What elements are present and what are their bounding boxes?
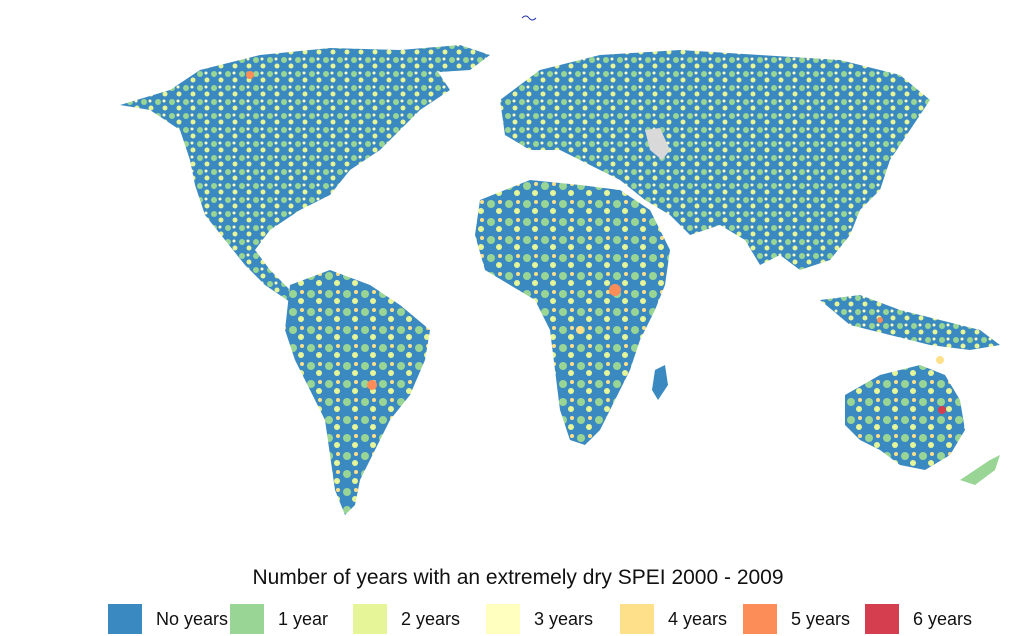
- world-map-svg: [120, 15, 1000, 515]
- legend-item-4-years: 4 years: [620, 604, 743, 634]
- legend-swatch: [620, 604, 654, 634]
- legend-title: Number of years with an extremely dry SP…: [252, 566, 784, 589]
- legend-item-1-year: 1 year: [230, 604, 353, 634]
- legend-swatch: [486, 604, 520, 634]
- map-artifact: [521, 15, 537, 21]
- legend-item-5-years: 5 years: [743, 604, 865, 634]
- legend-swatch: [743, 604, 777, 634]
- north-america: [120, 48, 450, 302]
- hotspot: [938, 406, 946, 414]
- australia: [845, 365, 965, 470]
- hotspot: [936, 356, 944, 364]
- no-data-region: [645, 128, 670, 160]
- hotspot: [609, 284, 621, 296]
- legend-swatch: [865, 604, 899, 634]
- new-zealand: [960, 455, 1000, 485]
- legend-swatch: [353, 604, 387, 634]
- legend-item-no-years: No years: [108, 604, 230, 634]
- southeast-asia-islands: [820, 295, 1000, 350]
- legend-label: 6 years: [913, 608, 973, 629]
- legend-label: 4 years: [668, 608, 728, 629]
- legend-label: 1 year: [278, 608, 329, 629]
- legend-item-2-years: 2 years: [353, 604, 486, 634]
- hotspot: [576, 326, 584, 334]
- eurasia: [500, 50, 930, 270]
- south-america: [285, 270, 430, 515]
- legend-item-6-years: 6 years: [865, 604, 983, 634]
- madagascar: [652, 365, 668, 400]
- legend-item-3-years: 3 years: [486, 604, 620, 634]
- world-map: [120, 15, 1000, 515]
- legend-label: 3 years: [534, 608, 594, 629]
- hotspot: [246, 71, 254, 79]
- africa: [475, 180, 670, 445]
- legend-label: No years: [156, 608, 229, 629]
- legend-swatch: [108, 604, 142, 634]
- hotspot: [367, 380, 377, 390]
- hotspot: [877, 317, 883, 323]
- legend-swatch: [230, 604, 264, 634]
- legend: No years 1 year 2 years 3 years 4 years …: [108, 602, 983, 636]
- legend-label: 5 years: [791, 608, 851, 629]
- greenland: [400, 45, 490, 72]
- legend-label: 2 years: [401, 608, 461, 629]
